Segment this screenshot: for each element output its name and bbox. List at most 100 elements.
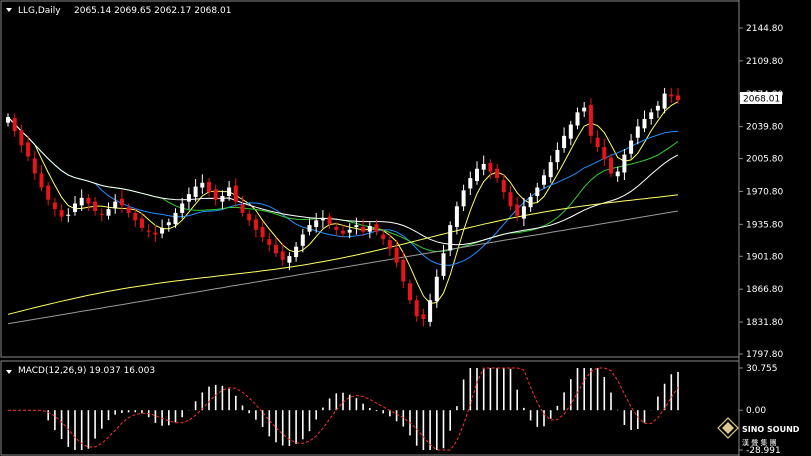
candle	[227, 180, 232, 201]
candle	[207, 178, 211, 196]
candle	[186, 187, 191, 210]
candle	[12, 113, 17, 137]
candle	[166, 218, 171, 232]
candle	[66, 208, 71, 223]
candle	[495, 164, 500, 183]
candle	[461, 184, 466, 212]
candle	[46, 181, 51, 206]
candle	[274, 237, 278, 258]
candle	[341, 225, 345, 238]
candle	[468, 171, 473, 196]
candle	[441, 244, 446, 280]
macd-tick-label: 30.755	[746, 364, 778, 374]
candle	[19, 124, 24, 153]
macd-dropdown-triangle-icon[interactable]	[6, 370, 12, 374]
candle	[253, 214, 258, 238]
candle	[267, 232, 272, 252]
candle	[635, 118, 640, 145]
candle	[361, 218, 366, 237]
candle	[300, 228, 305, 253]
ma-medium-line	[7, 116, 679, 266]
candle	[615, 166, 620, 182]
candle	[649, 108, 654, 125]
candle	[140, 212, 144, 232]
candle	[193, 179, 198, 202]
candle	[535, 182, 540, 203]
candle	[582, 102, 587, 118]
candle	[99, 208, 104, 222]
candle	[401, 251, 406, 289]
current-price-label: 2068.01	[743, 95, 780, 105]
price-tick-label: 2005.80	[746, 155, 783, 165]
candle	[113, 194, 118, 214]
candle	[240, 195, 245, 217]
candle	[568, 120, 573, 146]
candle	[515, 196, 520, 222]
candle	[307, 218, 312, 236]
moving-average-lines	[7, 101, 679, 325]
candle	[622, 149, 627, 181]
candlestick-series	[6, 87, 680, 327]
candle	[588, 98, 593, 144]
macd-tick-label: 0.00	[746, 406, 766, 416]
candle	[595, 130, 600, 152]
price-tick-label: 2144.80	[746, 24, 783, 34]
watermark-cn-text: 漢 聲 集 團	[742, 438, 777, 447]
candle	[320, 210, 325, 228]
watermark-brand: SINO SOUND	[742, 425, 800, 434]
candle	[414, 295, 419, 322]
candle	[133, 208, 138, 227]
candle	[247, 210, 252, 227]
candle	[86, 194, 91, 212]
candle	[173, 208, 178, 228]
price-tick-label: 1797.80	[746, 350, 783, 360]
candle	[200, 174, 205, 195]
candle	[555, 142, 560, 170]
candle	[280, 242, 285, 266]
candle	[448, 221, 453, 257]
candle	[387, 233, 392, 257]
candle	[180, 197, 185, 219]
ma-trend-yellow-line	[7, 194, 679, 315]
price-tick-label: 1831.80	[746, 318, 783, 328]
candle	[347, 223, 352, 239]
candle	[260, 221, 265, 243]
candle	[501, 174, 506, 199]
candle	[662, 87, 667, 114]
candle	[126, 203, 131, 218]
candle	[106, 202, 111, 220]
candle	[220, 190, 225, 210]
candle	[454, 201, 459, 235]
ma-long-line	[7, 116, 679, 246]
candle	[52, 197, 57, 217]
sino-sound-logo: SINO SOUND 漢 聲 集 團	[717, 417, 800, 447]
price-tick-label: 1901.80	[746, 252, 783, 262]
macd-histogram	[47, 368, 679, 450]
candle	[354, 217, 359, 235]
price-axis: 2144.802109.802074.802039.802005.801970.…	[739, 24, 783, 360]
candle	[327, 212, 332, 229]
candle	[421, 308, 426, 327]
candle	[6, 113, 10, 127]
price-tick-label: 1935.80	[746, 220, 783, 230]
candle	[528, 193, 533, 212]
macd-signal-line	[8, 367, 679, 451]
candle	[575, 107, 580, 130]
price-tick-label: 2109.80	[746, 57, 783, 67]
candle	[119, 190, 124, 213]
candle	[160, 219, 165, 239]
candle	[374, 219, 379, 236]
candle	[26, 135, 31, 162]
price-tick-label: 2039.80	[746, 123, 783, 133]
candle	[73, 195, 77, 216]
candle	[548, 155, 553, 183]
dropdown-triangle-icon[interactable]	[6, 8, 12, 12]
candle	[59, 204, 64, 222]
candle	[39, 164, 44, 192]
candle	[334, 222, 339, 237]
candle	[287, 252, 292, 271]
macd-axis: 30.755 0.00 -28.991	[739, 364, 781, 456]
candle	[481, 155, 486, 176]
candle	[669, 87, 674, 103]
